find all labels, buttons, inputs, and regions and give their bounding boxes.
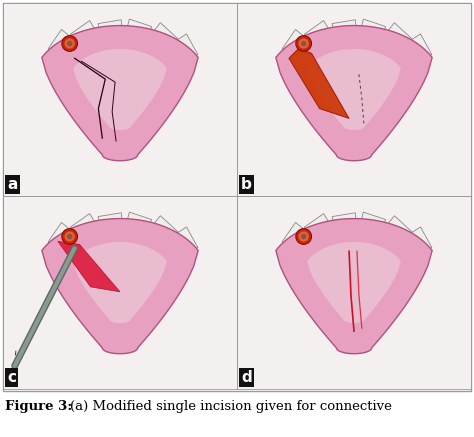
Circle shape xyxy=(67,41,73,46)
Polygon shape xyxy=(408,227,432,254)
Polygon shape xyxy=(332,20,356,38)
Polygon shape xyxy=(289,49,349,118)
Polygon shape xyxy=(304,214,331,239)
Polygon shape xyxy=(73,242,167,323)
Polygon shape xyxy=(304,21,331,46)
Polygon shape xyxy=(42,218,198,354)
Text: Figure 3:: Figure 3: xyxy=(5,400,72,413)
Polygon shape xyxy=(70,21,97,46)
Polygon shape xyxy=(98,20,123,38)
Text: (a) Modified single incision given for connective: (a) Modified single incision given for c… xyxy=(70,400,392,413)
Polygon shape xyxy=(307,242,401,323)
Bar xyxy=(237,196,471,389)
Text: b: b xyxy=(241,177,252,192)
Circle shape xyxy=(62,229,78,244)
Polygon shape xyxy=(151,216,178,242)
Polygon shape xyxy=(332,213,356,231)
Polygon shape xyxy=(98,213,123,231)
Circle shape xyxy=(62,36,78,52)
Polygon shape xyxy=(408,34,432,61)
Polygon shape xyxy=(307,49,401,130)
Polygon shape xyxy=(282,29,307,56)
Bar xyxy=(3,3,237,196)
Text: d: d xyxy=(241,370,252,385)
Polygon shape xyxy=(174,34,198,61)
Polygon shape xyxy=(276,26,432,161)
Text: a: a xyxy=(7,177,18,192)
Circle shape xyxy=(64,232,75,242)
Polygon shape xyxy=(73,49,167,130)
Polygon shape xyxy=(48,222,73,250)
Circle shape xyxy=(301,234,306,239)
Polygon shape xyxy=(276,218,432,354)
Circle shape xyxy=(301,41,306,46)
Polygon shape xyxy=(126,212,152,233)
Bar xyxy=(3,3,471,391)
Text: c: c xyxy=(7,370,16,385)
Polygon shape xyxy=(126,19,152,41)
Polygon shape xyxy=(151,23,178,49)
Polygon shape xyxy=(48,29,73,56)
Polygon shape xyxy=(385,216,412,242)
Polygon shape xyxy=(58,241,120,292)
Circle shape xyxy=(299,38,309,49)
Polygon shape xyxy=(360,19,386,41)
Polygon shape xyxy=(42,26,198,161)
Polygon shape xyxy=(282,222,307,250)
Bar xyxy=(237,3,471,196)
Polygon shape xyxy=(174,227,198,254)
Circle shape xyxy=(296,36,311,52)
Polygon shape xyxy=(360,212,386,233)
Polygon shape xyxy=(385,23,412,49)
Circle shape xyxy=(67,234,73,239)
Polygon shape xyxy=(70,214,97,239)
Circle shape xyxy=(64,38,75,49)
Circle shape xyxy=(296,229,311,244)
Circle shape xyxy=(299,232,309,242)
Bar xyxy=(3,196,237,389)
